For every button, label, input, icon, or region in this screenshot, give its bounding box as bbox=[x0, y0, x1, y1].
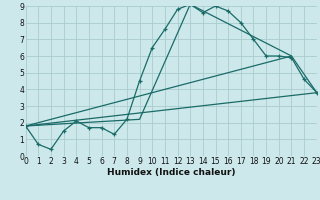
X-axis label: Humidex (Indice chaleur): Humidex (Indice chaleur) bbox=[107, 168, 236, 177]
